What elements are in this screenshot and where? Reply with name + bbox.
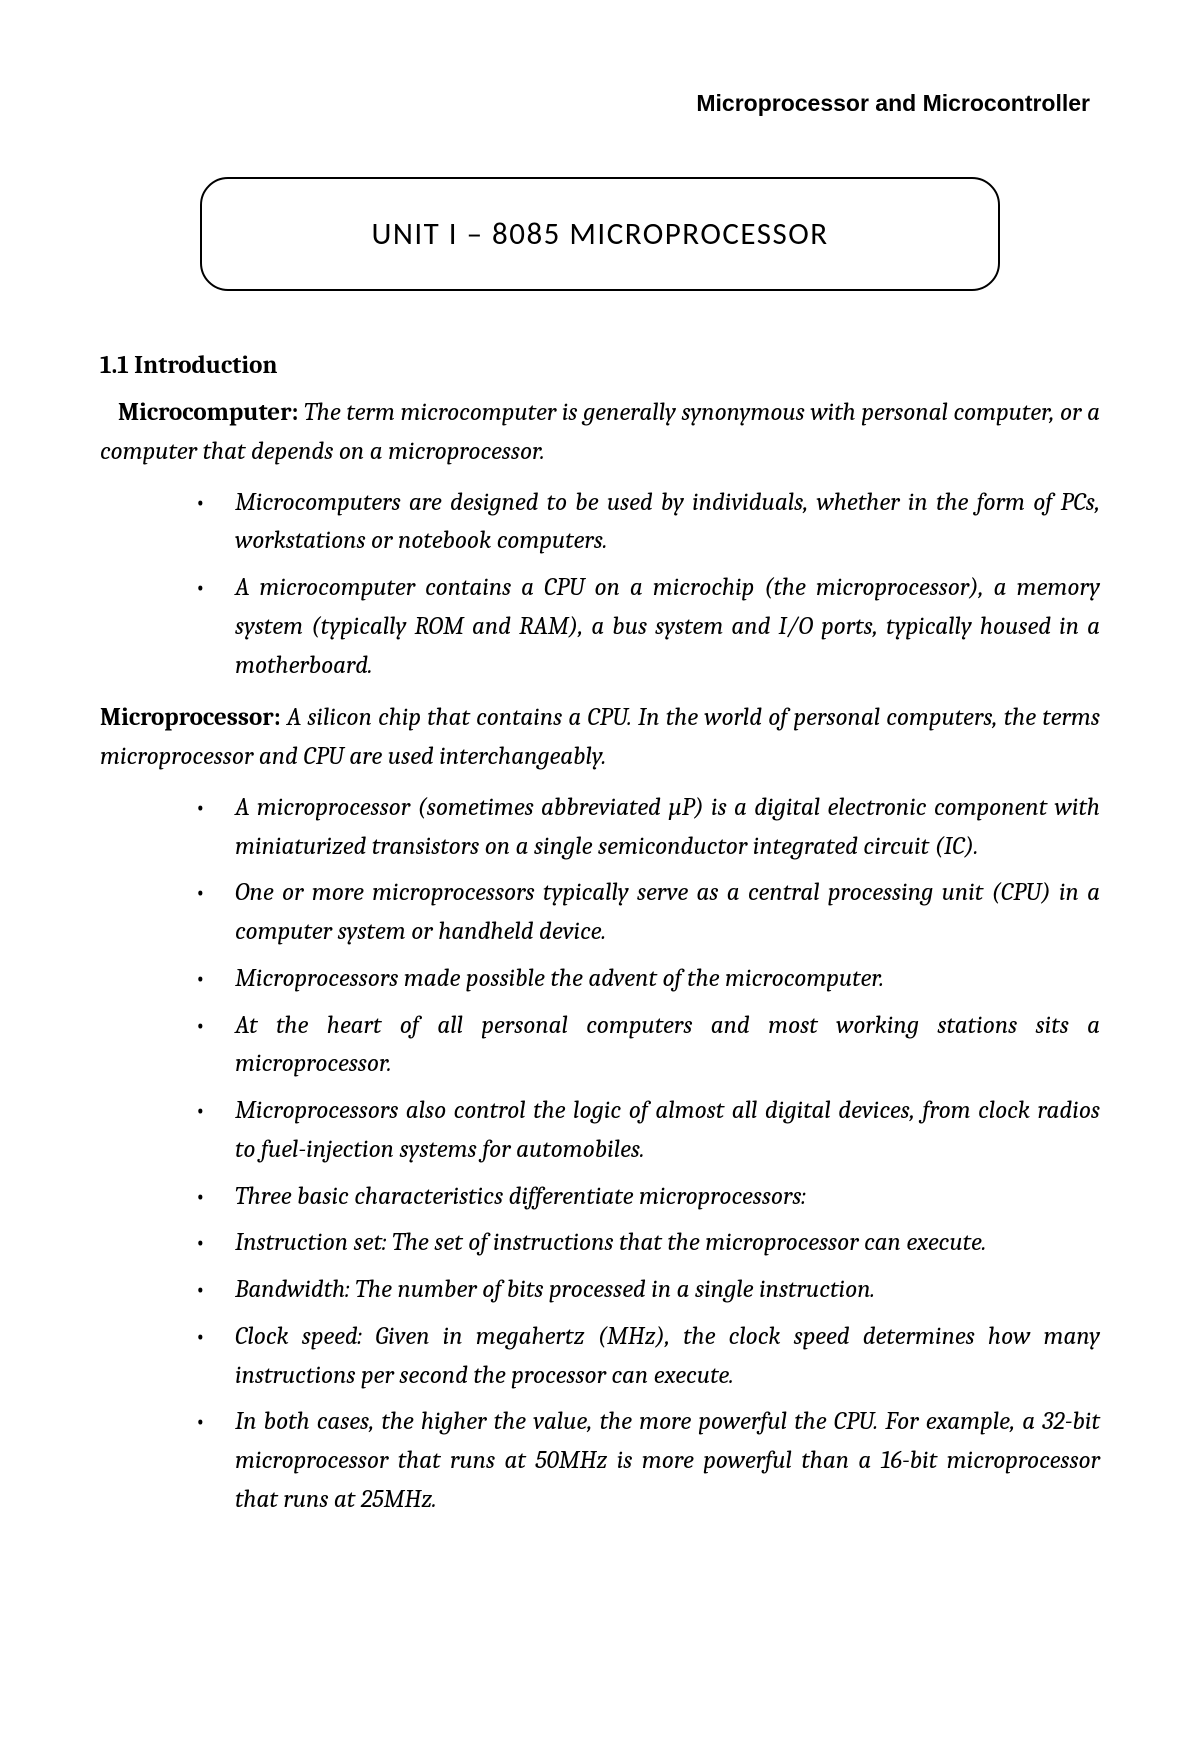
list-item: Microprocessors made possible the advent…	[195, 960, 1100, 999]
list-item: A microprocessor (sometimes abbreviated …	[195, 789, 1100, 867]
list-item: One or more microprocessors typically se…	[195, 874, 1100, 952]
list-item: Bandwidth: The number of bits processed …	[195, 1271, 1100, 1310]
list-item: Three basic characteristics differentiat…	[195, 1178, 1100, 1217]
microprocessor-term: Microprocessor:	[100, 703, 281, 732]
unit-title-text: UNIT I – 8085 MICROPROCESSOR	[242, 215, 958, 253]
list-item: A microcomputer contains a CPU on a micr…	[195, 569, 1100, 685]
page-header-title: Microprocessor and Microcontroller	[100, 90, 1100, 117]
microcomputer-bullet-list: Microcomputers are designed to be used b…	[100, 484, 1100, 686]
list-item: Instruction set: The set of instructions…	[195, 1224, 1100, 1263]
microcomputer-definition-para: Microcomputer: The term microcomputer is…	[100, 394, 1100, 472]
microcomputer-term: Microcomputer:	[118, 398, 298, 427]
unit-title-box: UNIT I – 8085 MICROPROCESSOR	[200, 177, 1000, 291]
list-item: In both cases, the higher the value, the…	[195, 1403, 1100, 1519]
section-heading: 1.1 Introduction	[100, 351, 1100, 380]
microprocessor-definition-para: Microprocessor: A silicon chip that cont…	[100, 699, 1100, 777]
list-item: Microcomputers are designed to be used b…	[195, 484, 1100, 562]
microprocessor-bullet-list: A microprocessor (sometimes abbreviated …	[100, 789, 1100, 1520]
list-item: At the heart of all personal computers a…	[195, 1007, 1100, 1085]
list-item: Clock speed: Given in megahertz (MHz), t…	[195, 1318, 1100, 1396]
list-item: Microprocessors also control the logic o…	[195, 1092, 1100, 1170]
